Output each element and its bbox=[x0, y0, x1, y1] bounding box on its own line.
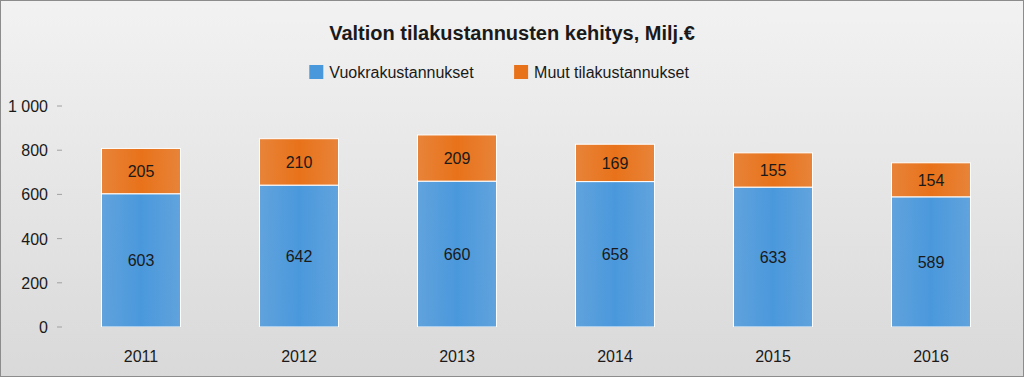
bar bbox=[576, 182, 655, 327]
bar bbox=[260, 139, 339, 185]
background bbox=[1, 1, 1024, 377]
data-labels: 603 642 660 658 633 589 205 210 209 169 155 154 bbox=[128, 150, 945, 271]
data-label: 205 bbox=[128, 163, 155, 180]
x-tick-label: 2013 bbox=[439, 348, 475, 365]
data-label: 658 bbox=[602, 246, 629, 263]
bar bbox=[418, 135, 497, 181]
data-label: 210 bbox=[286, 154, 313, 171]
y-tick bbox=[57, 106, 62, 107]
bar bbox=[734, 187, 813, 327]
x-tick-label: 2014 bbox=[597, 348, 633, 365]
bar bbox=[892, 197, 971, 327]
bar bbox=[102, 194, 181, 327]
y-tick bbox=[57, 150, 62, 151]
x-tick-label: 2012 bbox=[281, 348, 317, 365]
bars bbox=[102, 135, 971, 327]
y-tick bbox=[57, 327, 62, 328]
data-label: 660 bbox=[444, 246, 471, 263]
bar bbox=[892, 163, 971, 197]
legend: Vuokrakustannukset Muut tilakustannukset bbox=[309, 64, 689, 81]
legend-swatch bbox=[309, 65, 323, 79]
data-label: 154 bbox=[918, 172, 945, 189]
y-tick-label: 400 bbox=[21, 231, 48, 248]
bar bbox=[102, 148, 181, 193]
data-label: 603 bbox=[128, 252, 155, 269]
y-tick-label: 0 bbox=[39, 319, 48, 336]
bar bbox=[418, 181, 497, 327]
legend-label: Muut tilakustannukset bbox=[534, 64, 689, 81]
data-label: 155 bbox=[760, 162, 787, 179]
y-tick bbox=[57, 238, 62, 239]
legend-label: Vuokrakustannukset bbox=[329, 64, 474, 81]
data-label: 169 bbox=[602, 155, 629, 172]
title: Valtion tilakustannusten kehitys, Milj.€ bbox=[329, 22, 695, 44]
y-tick-label: 600 bbox=[21, 186, 48, 203]
y-tick-label: 800 bbox=[21, 142, 48, 159]
bar bbox=[576, 144, 655, 181]
data-label: 633 bbox=[760, 249, 787, 266]
y-tick-label: 200 bbox=[21, 275, 48, 292]
chart-svg: Valtion tilakustannusten kehitys, Milj.€… bbox=[0, 0, 1024, 377]
y-tick-label: 1 000 bbox=[8, 98, 48, 115]
bar bbox=[260, 185, 339, 327]
bar bbox=[734, 153, 813, 187]
data-label: 642 bbox=[286, 248, 313, 265]
x-tick-label: 2016 bbox=[913, 348, 949, 365]
x-tick-label: 2015 bbox=[755, 348, 791, 365]
y-tick bbox=[57, 282, 62, 283]
x-tick-label: 2011 bbox=[124, 348, 159, 365]
data-label: 589 bbox=[918, 254, 945, 271]
chart-container: Valtion tilakustannusten kehitys, Milj.€… bbox=[0, 0, 1024, 377]
legend-swatch bbox=[514, 65, 528, 79]
y-tick bbox=[57, 194, 62, 195]
data-label: 209 bbox=[444, 150, 471, 167]
